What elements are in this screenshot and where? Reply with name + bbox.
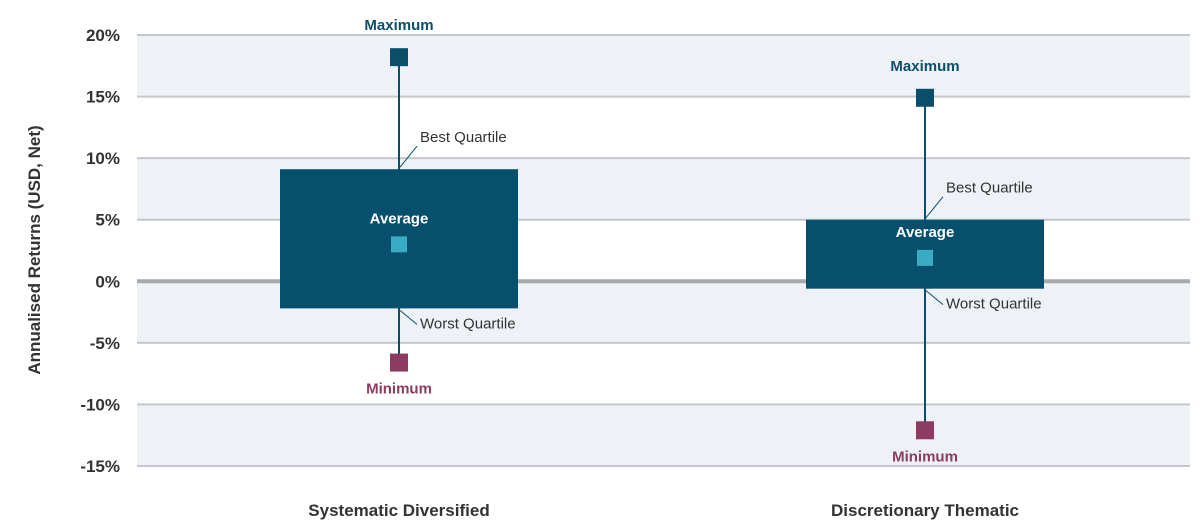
y-tick-label: 10% bbox=[86, 149, 120, 168]
worst-quartile-label: Worst Quartile bbox=[420, 315, 516, 332]
y-tick-label: -5% bbox=[90, 334, 120, 353]
category-label: Systematic Diversified bbox=[308, 501, 489, 520]
maximum-label: Maximum bbox=[890, 58, 959, 75]
y-tick-label: 15% bbox=[86, 88, 120, 107]
box-plot-group: Maximum Minimum Average Best Quartile Worst … bbox=[280, 17, 518, 398]
maximum-marker bbox=[390, 48, 408, 67]
box-plots: Maximum Minimum Average Best Quartile Worst … bbox=[280, 17, 1044, 465]
band bbox=[137, 404, 1190, 466]
band bbox=[137, 35, 1190, 97]
best-quartile-leader bbox=[399, 145, 418, 168]
average-label: Average bbox=[896, 224, 955, 241]
background-bands bbox=[137, 35, 1190, 466]
worst-quartile-leader bbox=[399, 309, 418, 325]
best-quartile-leader bbox=[925, 196, 944, 219]
maximum-label: Maximum bbox=[364, 17, 433, 34]
average-label: Average bbox=[370, 210, 429, 227]
category-label: Discretionary Thematic bbox=[831, 501, 1019, 520]
y-axis-label: Annualised Returns (USD, Net) bbox=[25, 125, 44, 374]
average-marker bbox=[917, 249, 933, 266]
maximum-marker bbox=[916, 88, 934, 107]
worst-quartile-label: Worst Quartile bbox=[946, 296, 1042, 313]
minimum-marker bbox=[916, 421, 934, 440]
y-axis-ticks: 20% 15% 10% 5% 0% -5% -10% -15% bbox=[80, 26, 120, 476]
best-quartile-label: Best Quartile bbox=[946, 180, 1033, 197]
category-labels: Systematic Diversified Discretionary Them… bbox=[308, 501, 1019, 520]
minimum-label: Minimum bbox=[892, 448, 958, 465]
box-plot-group: Maximum Minimum Average Best Quartile Worst … bbox=[806, 58, 1044, 465]
average-marker bbox=[391, 236, 407, 253]
y-tick-label: 20% bbox=[86, 26, 120, 45]
minimum-marker bbox=[390, 353, 408, 372]
worst-quartile-leader bbox=[925, 290, 944, 306]
best-quartile-label: Best Quartile bbox=[420, 129, 507, 146]
y-tick-label: 0% bbox=[95, 272, 120, 291]
minimum-label: Minimum bbox=[366, 381, 432, 398]
y-tick-label: -15% bbox=[80, 457, 120, 476]
y-tick-label: 5% bbox=[95, 211, 120, 230]
y-tick-label: -10% bbox=[80, 395, 120, 414]
